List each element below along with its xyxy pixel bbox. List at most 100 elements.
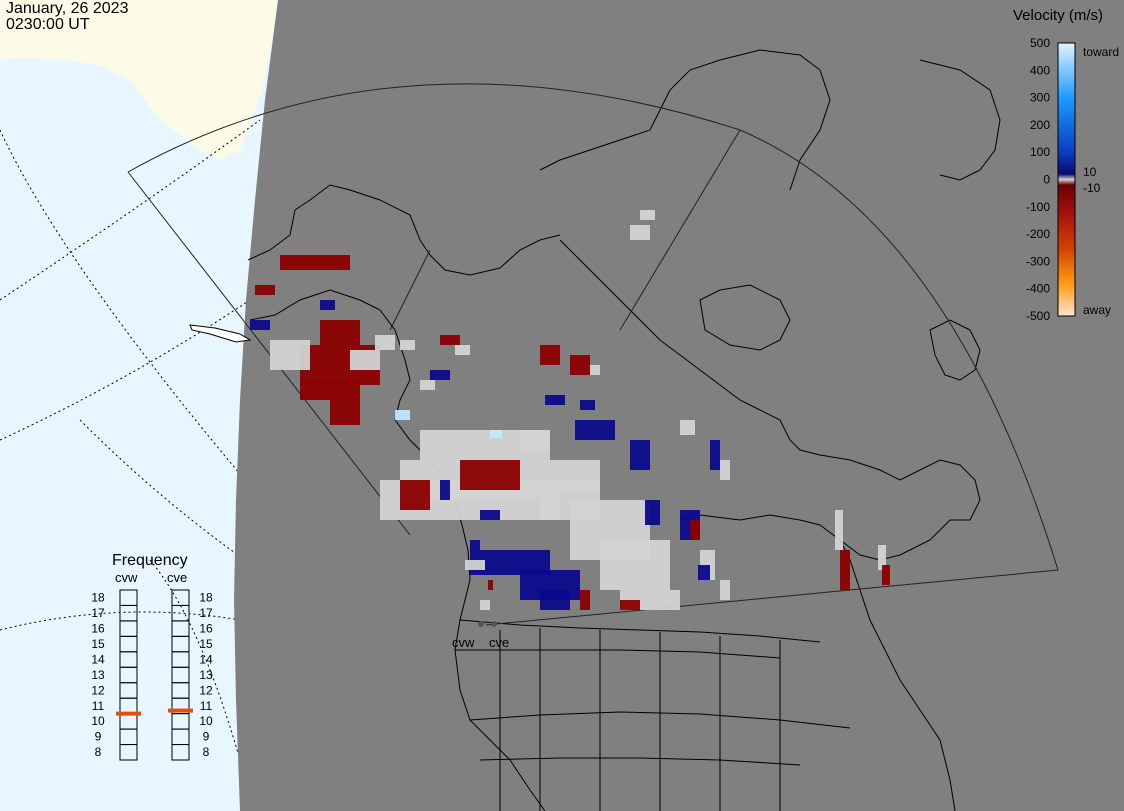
radar-site-cvw-marker [478, 621, 484, 627]
frequency-radar-cve-label: cve [167, 570, 187, 585]
echo-cell [375, 335, 395, 350]
echo-cell [640, 210, 655, 220]
echo-cell [300, 380, 360, 400]
frequency-tick-label: 8 [203, 745, 210, 759]
echo-cell [440, 335, 460, 345]
radar-site-cvw-label: cvw [452, 635, 475, 650]
echo-cell [455, 345, 470, 355]
velocity-legend: Velocity (m/s) 500 400 300 200 100 0 -100 -200 -… [1013, 7, 1119, 323]
echo-cell [630, 225, 650, 240]
frequency-tick-label: 11 [92, 699, 105, 713]
velocity-tick-label: 200 [1030, 118, 1050, 132]
echo-cell [395, 410, 410, 420]
echo-cell [575, 420, 615, 440]
frequency-tick-label: 13 [199, 668, 213, 682]
echo-cell [470, 540, 480, 550]
frequency-tick-label: 18 [199, 591, 213, 605]
echo-cell [720, 460, 730, 480]
radar-site-cve-marker [491, 621, 497, 627]
frequency-tick-label: 16 [199, 622, 213, 636]
frequency-title: Frequency [112, 552, 188, 569]
echo-cell [835, 510, 843, 550]
echo-cell [580, 400, 595, 410]
frequency-marker-cvw [116, 711, 141, 716]
frequency-tick-label: 15 [199, 637, 213, 651]
frequency-tick-label: 17 [199, 606, 213, 620]
frequency-tick-label: 12 [199, 683, 213, 697]
echo-cell [330, 400, 360, 425]
frequency-tick-label: 9 [203, 730, 210, 744]
radar-site-markers: cvw cve [452, 621, 509, 650]
frequency-tick-label: 14 [199, 652, 213, 666]
echo-cell [480, 600, 490, 610]
frequency-tick-label: 10 [199, 714, 213, 728]
velocity-tick-label: 300 [1030, 91, 1050, 105]
velocity-tick-label: 0 [1043, 173, 1050, 187]
radar-site-cve-label: cve [489, 635, 509, 650]
echo-cell [320, 300, 335, 310]
velocity-tick-label: -300 [1026, 254, 1050, 268]
frequency-tick-label: 14 [91, 652, 105, 666]
echo-cell [600, 540, 670, 590]
echo-cell [698, 565, 710, 580]
velocity-away-label: away [1083, 303, 1111, 317]
velocity-tick-label: 500 [1030, 36, 1050, 50]
echo-cell [570, 355, 590, 375]
echo-cell [480, 510, 500, 520]
echo-cell [430, 370, 450, 380]
velocity-colorbar [1057, 42, 1076, 317]
frequency-radar-cvw-label: cvw [115, 570, 138, 585]
echo-cell [350, 350, 380, 370]
velocity-toward-label: toward [1083, 45, 1119, 59]
velocity-near-zero-pos: 10 [1083, 165, 1097, 179]
frequency-tick-label: 8 [95, 745, 102, 759]
velocity-tick-labels: 500 400 300 200 100 0 -100 -200 -300 -400 -500 [1026, 36, 1050, 323]
echo-cell [645, 500, 660, 525]
frequency-cell [119, 744, 138, 761]
land-area [234, 0, 1124, 811]
velocity-tick-label: 100 [1030, 145, 1050, 159]
map-time: 0230:00 UT [6, 16, 90, 33]
echo-cell [630, 440, 650, 470]
velocity-tick-label: -500 [1026, 309, 1050, 323]
frequency-tick-label: 11 [200, 699, 213, 713]
velocity-near-zero-neg: -10 [1083, 181, 1101, 195]
velocity-tick-label: 400 [1030, 63, 1050, 77]
echo-cell [270, 340, 310, 370]
map-date: January, 26 2023 [6, 0, 129, 17]
echo-cell [878, 545, 886, 570]
asia-landmass [0, 0, 278, 160]
echo-cell [840, 550, 850, 590]
frequency-tick-label: 9 [95, 730, 102, 744]
aleutian-outline [189, 324, 252, 343]
echo-cell [520, 430, 550, 450]
echo-cell [580, 590, 590, 610]
echo-cell [540, 590, 570, 610]
velocity-tick-label: -100 [1026, 200, 1050, 214]
velocity-tick-label: -200 [1026, 227, 1050, 241]
echo-cell [545, 395, 565, 405]
frequency-panel: Frequency cvw cve 1817161514131211109818… [91, 552, 213, 761]
echo-cell [280, 255, 350, 270]
echo-cell [420, 380, 435, 390]
echo-cell [490, 430, 502, 438]
echo-cell [460, 460, 520, 490]
echo-cell [440, 480, 450, 500]
radar-echo-cells [250, 210, 890, 610]
echo-cell [590, 365, 600, 375]
frequency-tick-label: 12 [91, 683, 105, 697]
frequency-tick-label: 18 [91, 591, 105, 605]
echo-cell [540, 345, 560, 365]
echo-cell [400, 340, 415, 350]
echo-cell [882, 565, 890, 585]
echo-cell [400, 480, 430, 510]
echo-cell [250, 320, 270, 330]
echo-cell [255, 285, 275, 295]
projection-frame [127, 83, 1059, 626]
echo-cell [320, 320, 360, 345]
echo-cell [710, 440, 720, 470]
frequency-tick-label: 16 [91, 622, 105, 636]
frequency-marker-cve [168, 708, 193, 713]
